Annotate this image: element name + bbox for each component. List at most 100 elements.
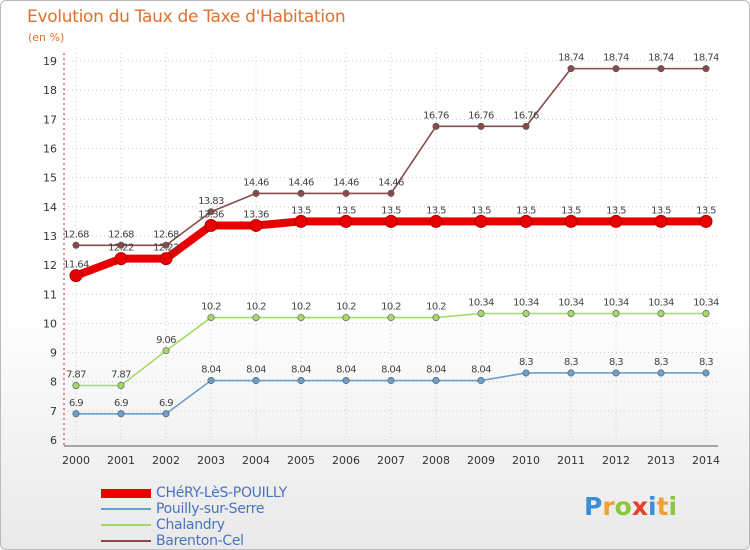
y-tick-label: 11 — [43, 288, 57, 301]
y-tick-label: 13 — [43, 230, 57, 243]
y-tick-label: 19 — [43, 55, 57, 68]
data-point — [339, 214, 353, 228]
data-point — [567, 65, 575, 73]
data-label: 8.04 — [291, 365, 311, 376]
legend-swatch-chery — [101, 488, 151, 498]
y-tick-label: 18 — [43, 84, 57, 97]
data-point — [72, 410, 80, 418]
data-point — [429, 214, 443, 228]
legend-label-chalandry: Chalandry — [156, 517, 225, 533]
data-label: 18.74 — [558, 53, 584, 64]
logo-letter: o — [614, 492, 632, 521]
data-label: 12.22 — [153, 243, 179, 254]
data-point — [387, 314, 395, 322]
x-tick-label: 2007 — [377, 454, 405, 467]
data-point — [477, 122, 485, 130]
data-label: 13.83 — [198, 196, 224, 207]
data-point — [117, 381, 125, 389]
data-point — [207, 314, 215, 322]
data-label: 8.3 — [699, 357, 713, 368]
logo-letter: i — [668, 492, 678, 521]
data-point — [612, 65, 620, 73]
data-point — [252, 189, 260, 197]
data-label: 13.5 — [381, 205, 401, 216]
y-tick-label: 9 — [50, 347, 57, 360]
x-tick-label: 2005 — [287, 454, 315, 467]
data-point — [249, 218, 263, 232]
data-point — [522, 309, 530, 317]
data-point — [477, 377, 485, 385]
y-tick-label: 12 — [43, 259, 57, 272]
data-label: 7.87 — [111, 369, 131, 380]
legend-label-barenton: Barenton-Cel — [156, 533, 244, 549]
data-label: 18.74 — [648, 53, 674, 64]
data-point — [654, 214, 668, 228]
data-label: 8.04 — [426, 365, 446, 376]
data-point — [387, 189, 395, 197]
data-label: 8.04 — [201, 365, 221, 376]
x-tick-label: 2013 — [647, 454, 675, 467]
data-point — [117, 410, 125, 418]
logo-letter: i — [648, 492, 657, 521]
y-tick-label: 15 — [43, 172, 57, 185]
data-label: 12.68 — [153, 229, 179, 240]
logo-letter: P — [584, 492, 603, 521]
y-tick-label: 6 — [50, 434, 57, 447]
data-point — [162, 347, 170, 355]
data-label: 6.9 — [114, 398, 128, 409]
data-label: 6.9 — [69, 398, 83, 409]
x-tick-label: 2012 — [602, 454, 630, 467]
data-point — [162, 410, 170, 418]
data-label: 8.04 — [381, 365, 401, 376]
legend-label-chery: CHéRY-LèS-POUILLY — [156, 485, 287, 501]
data-point — [702, 369, 710, 377]
data-label: 16.76 — [513, 110, 539, 121]
data-point — [204, 218, 218, 232]
data-point — [432, 377, 440, 385]
data-label: 13.5 — [471, 205, 491, 216]
data-label: 10.34 — [468, 297, 494, 308]
y-tick-label: 14 — [43, 201, 57, 214]
data-point — [699, 214, 713, 228]
data-label: 8.04 — [246, 365, 266, 376]
data-point — [522, 369, 530, 377]
y-tick-label: 17 — [43, 113, 57, 126]
data-label: 14.46 — [333, 177, 359, 188]
data-point — [567, 369, 575, 377]
data-label: 14.46 — [243, 177, 269, 188]
data-point — [612, 309, 620, 317]
data-label: 18.74 — [693, 53, 719, 64]
data-point — [522, 122, 530, 130]
data-label: 13.36 — [198, 209, 224, 220]
y-axis-unit: (en %) — [28, 31, 65, 44]
data-label: 10.34 — [648, 297, 674, 308]
data-point — [294, 214, 308, 228]
data-point — [342, 377, 350, 385]
data-point — [387, 377, 395, 385]
data-point — [72, 381, 80, 389]
data-label: 8.3 — [519, 357, 533, 368]
data-label: 10.2 — [381, 302, 401, 313]
x-tick-label: 2004 — [242, 454, 270, 467]
data-label: 13.5 — [516, 205, 536, 216]
data-point — [657, 309, 665, 317]
data-label: 12.68 — [108, 229, 134, 240]
legend-label-pouilly: Pouilly-sur-Serre — [156, 501, 265, 517]
data-point — [72, 241, 80, 249]
data-label: 12.22 — [108, 243, 134, 254]
data-label: 10.34 — [558, 297, 584, 308]
data-label: 6.9 — [159, 398, 173, 409]
data-point — [342, 189, 350, 197]
data-point — [567, 309, 575, 317]
data-label: 11.64 — [63, 260, 89, 271]
x-tick-label: 2009 — [467, 454, 495, 467]
data-label: 8.04 — [471, 365, 491, 376]
data-label: 13.36 — [243, 209, 269, 220]
data-point — [297, 377, 305, 385]
data-label: 8.3 — [564, 357, 578, 368]
x-tick-label: 2010 — [512, 454, 540, 467]
x-tick-label: 2006 — [332, 454, 360, 467]
data-label: 10.34 — [513, 297, 539, 308]
data-point — [564, 214, 578, 228]
